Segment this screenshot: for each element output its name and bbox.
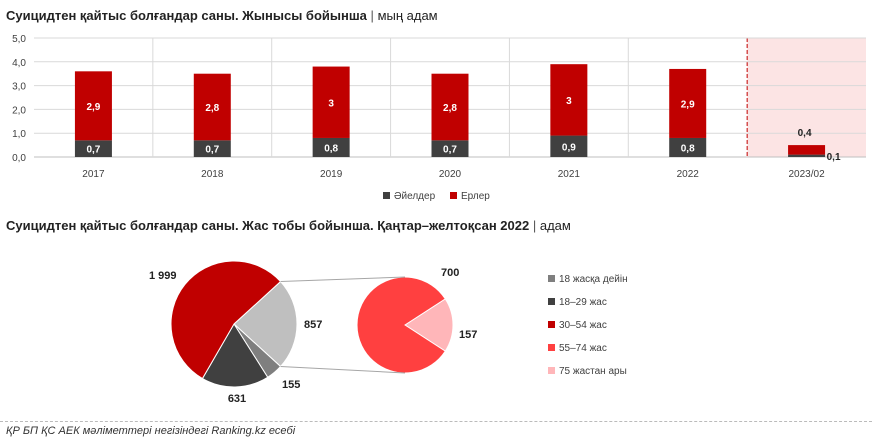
pie-chart-unit: адам bbox=[539, 218, 571, 233]
bar-men bbox=[74, 71, 112, 141]
main-pie-label: 1 999 bbox=[149, 270, 177, 282]
data-label-women: 0,8 bbox=[324, 143, 338, 154]
y-tick-label: 0,0 bbox=[12, 153, 26, 164]
x-tick-label: 2019 bbox=[320, 169, 343, 180]
data-label-men: 2,9 bbox=[86, 102, 100, 113]
y-tick-label: 5,0 bbox=[12, 34, 26, 45]
bar-chart-title: Суицидтен қайтыс болғандар саны. Жынысы … bbox=[6, 8, 438, 23]
data-label-men: 3 bbox=[328, 98, 334, 109]
bar-women bbox=[193, 140, 231, 157]
data-label-women: 0,7 bbox=[443, 145, 457, 156]
secondary-pie-slice bbox=[404, 298, 454, 352]
bar-men bbox=[431, 73, 469, 141]
bar-chart-title-main: Суицидтен қайтыс болғандар саны. Жынысы … bbox=[6, 8, 367, 23]
pie-of-pie-chart: 1 999 857 155 631 700 157 18 жасқа дейін 18–29 … bbox=[149, 260, 628, 405]
legend-swatch-women bbox=[383, 192, 390, 199]
data-label-women: 0,7 bbox=[205, 145, 219, 156]
bar-men bbox=[669, 68, 707, 138]
connector-line-top bbox=[280, 276, 406, 283]
title-separator: | bbox=[532, 218, 537, 233]
data-label-women: 0,1 bbox=[827, 152, 841, 163]
bar-women bbox=[788, 154, 826, 157]
main-pie-label: 857 bbox=[304, 319, 322, 331]
x-tick-label: 2022 bbox=[677, 169, 700, 180]
legend-label: 75 жастан ары bbox=[559, 366, 627, 377]
data-label-men: 2,8 bbox=[443, 103, 457, 114]
bar-chart-unit: мың адам bbox=[377, 8, 438, 23]
legend-label-men: Ерлер bbox=[461, 191, 490, 202]
forecast-highlight-band bbox=[747, 38, 866, 157]
x-tick-label: 2021 bbox=[558, 169, 581, 180]
legend-label: 18–29 жас bbox=[559, 297, 607, 308]
legend-swatch-men bbox=[450, 192, 457, 199]
bar-women bbox=[431, 140, 469, 157]
data-label-men: 2,9 bbox=[681, 99, 695, 110]
main-pie-label: 631 bbox=[228, 393, 246, 405]
main-pie-slice bbox=[170, 260, 282, 380]
main-pie-slice bbox=[201, 323, 269, 388]
legend-swatch bbox=[548, 275, 555, 282]
legend-label: 18 жасқа дейін bbox=[559, 274, 628, 285]
x-tick-label: 2023/02 bbox=[788, 169, 825, 180]
y-tick-label: 3,0 bbox=[12, 82, 26, 93]
secondary-pie-label: 157 bbox=[459, 329, 477, 341]
bar-men bbox=[312, 66, 350, 138]
bar-men bbox=[193, 73, 231, 141]
data-label-men: 3 bbox=[566, 96, 572, 107]
pie-chart-title-main: Суицидтен қайтыс болғандар саны. Жас тоб… bbox=[6, 218, 530, 233]
bar-women bbox=[312, 137, 350, 157]
legend-label: 30–54 жас bbox=[559, 320, 607, 331]
legend-swatch bbox=[548, 298, 555, 305]
data-label-men: 2,8 bbox=[205, 103, 219, 114]
bar-women bbox=[669, 137, 707, 157]
data-label-women: 0,9 bbox=[562, 142, 576, 153]
y-tick-label: 1,0 bbox=[12, 129, 26, 140]
secondary-pie-label: 700 bbox=[441, 267, 459, 279]
bar-chart: 0,0 1,0 2,0 3,0 4,0 5,0 0,7 2,9 2017 0,7 2,8 2018 0,… bbox=[12, 34, 866, 202]
pie-chart-title: Суицидтен қайтыс болғандар саны. Жас тоб… bbox=[6, 218, 571, 233]
legend-swatch bbox=[548, 321, 555, 328]
legend-swatch bbox=[548, 367, 555, 374]
data-label-women: 0,7 bbox=[86, 145, 100, 156]
source-note: ҚР БП ҚС АЕК мәліметтері негізіндегі Ran… bbox=[6, 425, 296, 437]
data-label-women: 0,8 bbox=[681, 143, 695, 154]
bar-women bbox=[550, 135, 588, 157]
x-tick-label: 2018 bbox=[201, 169, 224, 180]
y-tick-label: 4,0 bbox=[12, 58, 26, 69]
source-divider bbox=[0, 421, 872, 422]
x-tick-label: 2020 bbox=[439, 169, 462, 180]
bar-men bbox=[788, 145, 826, 155]
x-tick-label: 2017 bbox=[82, 169, 105, 180]
legend-swatch bbox=[548, 344, 555, 351]
data-label-men: 0,4 bbox=[798, 128, 812, 139]
secondary-pie-slice bbox=[356, 276, 446, 374]
legend-label: 55–74 жас bbox=[559, 343, 607, 354]
main-pie-slice bbox=[233, 280, 298, 368]
legend-label-women: Әйелдер bbox=[394, 191, 436, 202]
title-separator: | bbox=[370, 8, 374, 23]
bar-men bbox=[550, 64, 588, 136]
bar-women bbox=[74, 140, 112, 157]
main-pie-label: 155 bbox=[282, 379, 300, 391]
connector-line-bottom bbox=[280, 365, 406, 374]
y-tick-label: 2,0 bbox=[12, 105, 26, 116]
